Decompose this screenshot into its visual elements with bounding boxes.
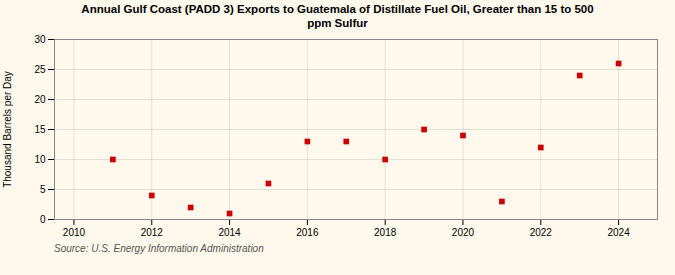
svg-text:2020: 2020 [452,226,475,237]
svg-text:2014: 2014 [218,226,241,237]
svg-text:2010: 2010 [63,226,86,237]
svg-text:20: 20 [34,93,46,104]
svg-text:2016: 2016 [296,226,319,237]
svg-text:Thousand Barrels per Day: Thousand Barrels per Day [2,71,13,188]
svg-text:2022: 2022 [530,226,553,237]
svg-text:10: 10 [34,153,46,164]
svg-text:2012: 2012 [141,226,164,237]
svg-text:0: 0 [40,213,46,224]
svg-text:30: 30 [34,33,46,44]
html-text:Annual Gulf Coast (PADD 3) Exp: Annual Gulf Coast (PADD 3) Exports to Gu… [81,3,594,29]
svg-text:2018: 2018 [374,226,397,237]
html-text:Source: U.S. Energy Informatio: Source: U.S. Energy Information Administ… [54,242,264,254]
svg-text:25: 25 [34,63,46,74]
svg-text:5: 5 [40,183,46,194]
svg-text:2024: 2024 [607,226,630,237]
svg-text:15: 15 [34,123,46,134]
